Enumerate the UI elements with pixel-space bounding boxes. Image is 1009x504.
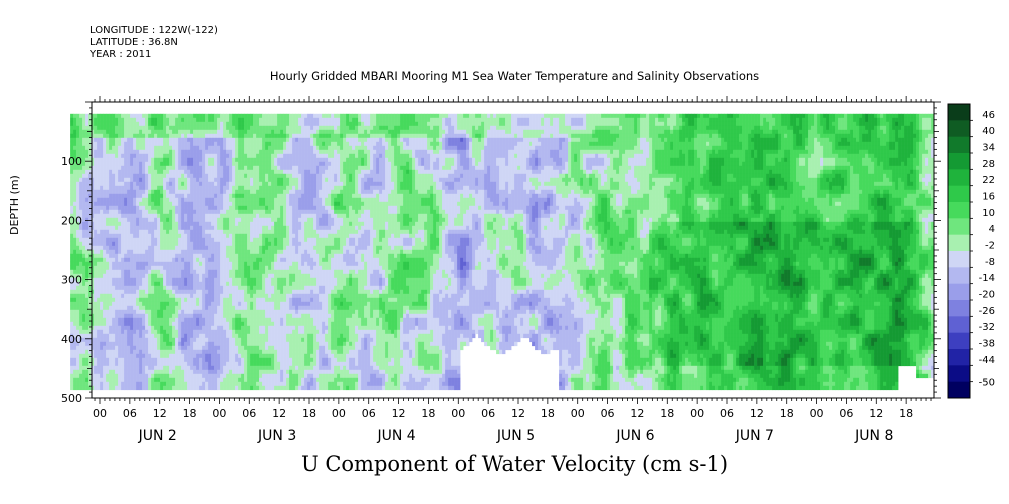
metadata-block: LONGITUDE : 122W(-122) LATITUDE : 36.8N … xyxy=(90,25,218,61)
x-tick-label: 06 xyxy=(720,407,734,420)
colorbar-swatch xyxy=(948,381,970,399)
colorbar-swatch xyxy=(948,316,970,334)
colorbar-label: -38 xyxy=(979,338,995,349)
x-tick-label: 06 xyxy=(601,407,615,420)
colorbar-swatch xyxy=(948,169,970,187)
colorbar-label: -2 xyxy=(985,240,995,251)
colorbar-swatch xyxy=(948,267,970,285)
colorbar-label: 22 xyxy=(982,175,995,186)
colorbar-swatch xyxy=(948,218,970,236)
colorbar-swatch xyxy=(948,349,970,366)
x-tick-label: 12 xyxy=(869,407,883,420)
colorbar-label: -8 xyxy=(985,257,995,268)
longitude-text: LONGITUDE : 122W(-122) xyxy=(90,25,218,37)
x-tick-label: 18 xyxy=(302,407,316,420)
colorbar-label: 28 xyxy=(982,159,995,170)
x-tick-label: 00 xyxy=(571,407,585,420)
x-tick-label: 00 xyxy=(332,407,346,420)
colorbar-swatch xyxy=(948,120,970,138)
colorbar-swatch xyxy=(948,153,970,170)
year-text: YEAR : 2011 xyxy=(90,49,218,61)
x-day-label: JUN 4 xyxy=(376,428,415,444)
colorbar-label: 4 xyxy=(989,224,995,235)
x-tick-label: 12 xyxy=(153,407,167,420)
x-tick-label: 00 xyxy=(451,407,465,420)
colorbar-swatch xyxy=(948,202,970,219)
x-tick-label: 12 xyxy=(750,407,764,420)
x-tick-label: 18 xyxy=(183,407,197,420)
heatmap-cells xyxy=(70,113,935,391)
latitude-text: LATITUDE : 36.8N xyxy=(90,37,218,49)
colorbar-label: 16 xyxy=(982,191,995,202)
colorbar-swatch xyxy=(948,332,970,350)
y-tick-label: 300 xyxy=(61,274,82,287)
x-tick-label: 06 xyxy=(123,407,137,420)
x-tick-label: 06 xyxy=(839,407,853,420)
x-tick-label: 18 xyxy=(421,407,435,420)
x-tick-label: 12 xyxy=(392,407,406,420)
chart-title: Hourly Gridded MBARI Mooring M1 Sea Wate… xyxy=(0,69,1009,83)
colorbar-label: 40 xyxy=(982,126,995,137)
x-tick-label: 18 xyxy=(541,407,555,420)
y-tick-label: 100 xyxy=(61,155,82,168)
y-tick-label: 200 xyxy=(61,214,82,227)
colorbar-swatch xyxy=(948,104,970,121)
x-tick-label: 06 xyxy=(481,407,495,420)
colorbar-label: -20 xyxy=(979,289,995,300)
x-tick-label: 18 xyxy=(899,407,913,420)
x-day-label: JUN 2 xyxy=(138,428,177,444)
y-tick-label: 400 xyxy=(61,333,82,346)
colorbar-label: -26 xyxy=(979,306,995,317)
x-axis-label: U Component of Water Velocity (cm s-1) xyxy=(0,452,1009,476)
x-tick-label: 00 xyxy=(810,407,824,420)
x-day-label: JUN 7 xyxy=(735,428,774,444)
colorbar-label: -50 xyxy=(979,378,995,389)
colorbar-swatch xyxy=(948,185,970,203)
x-tick-label: 00 xyxy=(212,407,226,420)
colorbar-label: -14 xyxy=(979,273,995,284)
colorbar-swatch xyxy=(948,251,970,268)
colorbar-label: -44 xyxy=(979,355,995,366)
y-tick-label: 500 xyxy=(61,392,82,405)
colorbar-swatch xyxy=(948,234,970,252)
x-tick-label: 18 xyxy=(780,407,794,420)
colorbar-label: -32 xyxy=(979,322,995,333)
x-tick-label: 18 xyxy=(660,407,674,420)
colorbar-label: 46 xyxy=(982,110,995,121)
colorbar-label: 34 xyxy=(982,142,995,153)
colorbar-swatch xyxy=(948,365,970,383)
x-tick-label: 06 xyxy=(362,407,376,420)
colorbar-label: 10 xyxy=(982,208,995,219)
x-day-label: JUN 3 xyxy=(257,428,296,444)
x-tick-label: 12 xyxy=(272,407,286,420)
colorbar-swatch xyxy=(948,300,970,317)
colorbar-swatch xyxy=(948,136,970,154)
x-day-label: JUN 5 xyxy=(496,428,535,444)
x-tick-label: 00 xyxy=(93,407,107,420)
x-day-label: JUN 6 xyxy=(615,428,654,444)
x-tick-label: 12 xyxy=(630,407,644,420)
x-tick-label: 12 xyxy=(511,407,525,420)
colorbar-swatch xyxy=(948,283,970,301)
colorbar: 46 40 34 28 22 16 10 4 -2 -8 -14 -20 -26 -32 -38 -44 -50 xyxy=(947,103,995,399)
x-tick-label: 00 xyxy=(690,407,704,420)
x-day-label: JUN 8 xyxy=(854,428,893,444)
x-tick-label: 06 xyxy=(242,407,256,420)
